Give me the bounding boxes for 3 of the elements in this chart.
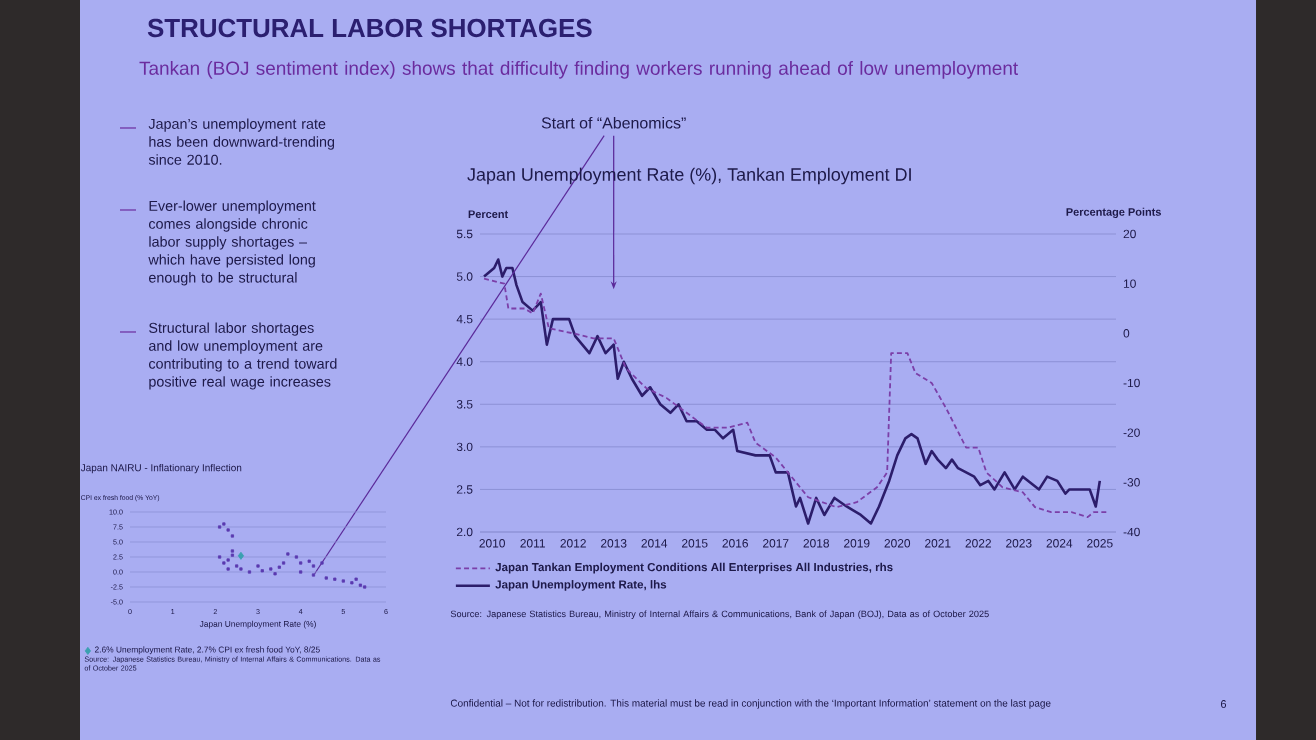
chart-title: STRUCTURAL LABOR SHORTAGES (147, 18, 592, 38)
point (237, 551, 245, 560)
chart-subtitle: Tankan (BOJ sentiment index) shows that difficulty finding workers running ahead of low unemployment (139, 61, 1018, 79)
